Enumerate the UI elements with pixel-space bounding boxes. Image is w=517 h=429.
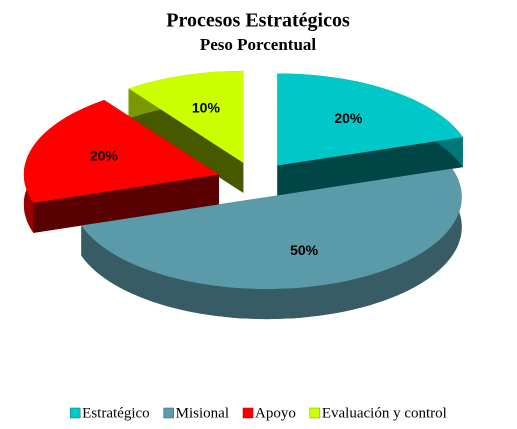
slice-top <box>23 100 219 203</box>
slice-wall <box>277 137 463 196</box>
data-label: 20% <box>90 148 119 164</box>
slice: 50% <box>81 168 462 320</box>
slice-top <box>128 70 244 163</box>
chart-title: Procesos Estratégicos <box>166 10 350 32</box>
legend-swatch <box>163 407 174 419</box>
slice-wall <box>128 88 244 193</box>
data-label: 20% <box>334 110 363 126</box>
legend-label: Misional <box>176 405 229 421</box>
slice-wall <box>33 174 219 233</box>
slice: 20% <box>277 73 463 196</box>
data-label: 10% <box>192 99 221 115</box>
legend-label: Estratégico <box>82 405 149 421</box>
slice-top <box>81 168 462 290</box>
slice-top <box>277 73 463 166</box>
legend-label: Apoyo <box>255 405 296 421</box>
pie: 10% 20% 20% 50% <box>23 70 463 320</box>
slice: 20% <box>23 100 219 233</box>
slice: 10% <box>128 70 244 193</box>
legend-swatch <box>309 407 321 419</box>
legend: Estratégico Misional Apoyo Evaluación y con… <box>69 405 447 421</box>
chart-subtitle: Peso Porcentual <box>200 35 317 54</box>
slice-side <box>81 168 462 320</box>
legend-swatch <box>69 407 81 419</box>
legend-label: Evaluación y control <box>322 405 447 421</box>
legend-swatch <box>242 407 254 419</box>
data-label: 50% <box>290 242 319 258</box>
